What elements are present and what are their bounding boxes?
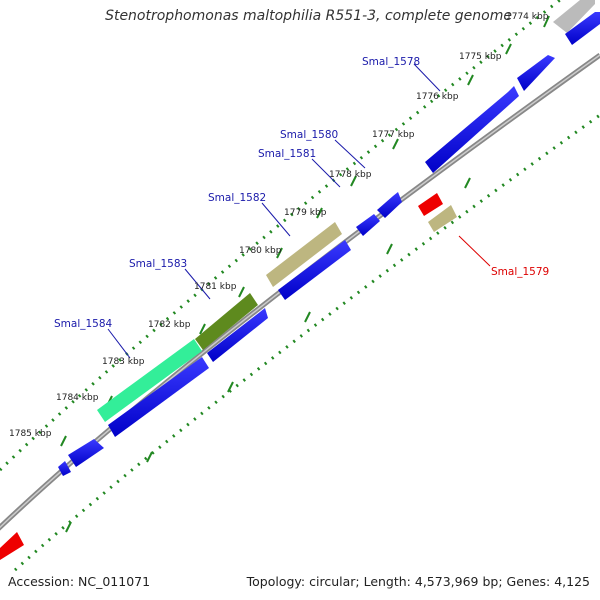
cds-1578a[interactable]	[517, 55, 555, 91]
forward-strand-features	[58, 0, 600, 476]
kbp-label: 1779 kbp	[284, 208, 327, 218]
kbp-label: 1778 kbp	[329, 170, 372, 180]
kbp-label: 1782 kbp	[148, 320, 191, 330]
kbp-label: 1784 kbp	[56, 393, 99, 403]
trna-1579[interactable]	[418, 193, 443, 216]
backbone	[0, 52, 600, 531]
feature-1582[interactable]	[266, 222, 342, 287]
kbp-label: 1775 kbp	[459, 52, 502, 62]
kbp-label: 1776 kbp	[416, 92, 459, 102]
gene-label-leaders	[107, 63, 491, 359]
cds-top-right[interactable]	[565, 12, 600, 45]
kbp-label: 1781 kbp	[194, 282, 237, 292]
genome-title: Stenotrophomonas maltophilia R551-3, com…	[105, 8, 512, 24]
cds-small-3[interactable]	[68, 439, 104, 467]
inner-tick-arc	[13, 113, 600, 572]
cds-small-2[interactable]	[356, 214, 380, 236]
inner-major-ticks	[65, 177, 471, 533]
kbp-label: 1785 kbp	[9, 429, 52, 439]
cds-1582[interactable]	[278, 240, 351, 300]
outer-tick-arc	[0, 0, 561, 472]
feature-1584[interactable]	[97, 339, 202, 422]
gene-labels: Smal_1578 Smal_1580 Smal_1581 Smal_1582 …	[54, 56, 549, 330]
accession-text: Accession: NC_011071	[8, 574, 151, 589]
cds-small-4[interactable]	[58, 461, 71, 476]
kbp-labels: 1774 kbp 1775 kbp 1776 kbp 1777 kbp 1778…	[9, 12, 549, 439]
cds-1583[interactable]	[207, 308, 268, 362]
kbp-label: 1783 kbp	[102, 357, 145, 367]
gene-label-1584[interactable]: Smal_1584	[54, 318, 113, 330]
gene-label-1579[interactable]: Smal_1579	[491, 266, 549, 278]
kbp-label: 1780 kbp	[239, 246, 282, 256]
kbp-label: 1777 kbp	[372, 130, 415, 140]
feature-1583[interactable]	[195, 293, 258, 350]
reverse-strand-features	[0, 193, 457, 560]
gene-label-1583[interactable]: Smal_1583	[129, 258, 187, 270]
gene-label-1582[interactable]: Smal_1582	[208, 192, 266, 204]
trna-bottom-left[interactable]	[0, 532, 24, 560]
cds-small-1[interactable]	[377, 192, 402, 218]
major-ticks	[60, 15, 550, 447]
gene-grey-top[interactable]	[553, 0, 595, 33]
cds-1578[interactable]	[425, 86, 519, 173]
topology-text: Topology: circular; Length: 4,573,969 bp…	[246, 574, 590, 589]
cds-1584[interactable]	[108, 357, 209, 437]
feature-1579[interactable]	[428, 205, 457, 232]
gene-label-1578[interactable]: Smal_1578	[362, 56, 420, 68]
kbp-label: 1774 kbp	[506, 12, 549, 22]
gene-label-1580[interactable]: Smal_1580	[280, 129, 338, 141]
gene-label-1581[interactable]: Smal_1581	[258, 148, 316, 160]
